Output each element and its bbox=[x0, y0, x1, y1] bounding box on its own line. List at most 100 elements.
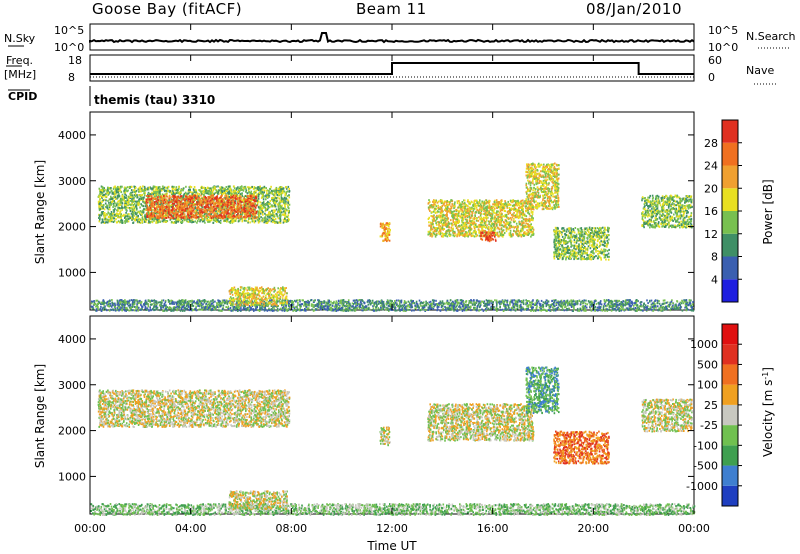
data-cell bbox=[516, 200, 518, 202]
data-cell bbox=[161, 217, 163, 219]
data-cell bbox=[499, 216, 501, 218]
data-cell bbox=[168, 202, 170, 204]
data-cell bbox=[271, 210, 273, 212]
data-cell bbox=[387, 238, 389, 240]
data-cell bbox=[168, 204, 170, 206]
data-cell bbox=[381, 235, 383, 237]
data-cell bbox=[137, 196, 139, 198]
data-cell bbox=[214, 212, 216, 214]
data-cell bbox=[274, 195, 276, 197]
data-cell bbox=[387, 229, 389, 231]
data-cell bbox=[271, 220, 273, 222]
data-cell bbox=[214, 197, 216, 199]
data-cell bbox=[148, 221, 150, 223]
data-cell bbox=[198, 208, 200, 210]
data-cell bbox=[249, 201, 251, 203]
data-cell bbox=[276, 201, 278, 203]
data-cell bbox=[288, 186, 290, 188]
data-cell bbox=[215, 189, 217, 191]
data-cell bbox=[264, 190, 266, 192]
data-cell bbox=[196, 203, 198, 205]
data-cell bbox=[487, 207, 489, 209]
data-cell bbox=[465, 218, 467, 220]
data-cell bbox=[207, 187, 209, 189]
data-cell bbox=[125, 212, 127, 214]
data-cell bbox=[112, 213, 114, 215]
data-cell bbox=[248, 204, 250, 206]
data-cell bbox=[187, 217, 189, 219]
data-cell bbox=[213, 219, 215, 221]
data-cell bbox=[182, 217, 184, 219]
data-cell bbox=[204, 192, 206, 194]
data-cell bbox=[284, 218, 286, 220]
data-cell bbox=[271, 197, 273, 199]
data-cell bbox=[206, 219, 208, 221]
data-cell bbox=[201, 202, 203, 204]
data-cell bbox=[202, 187, 204, 189]
data-cell bbox=[287, 206, 289, 208]
data-cell bbox=[233, 206, 235, 208]
data-cell bbox=[431, 225, 433, 227]
data-cell bbox=[265, 218, 267, 220]
data-cell bbox=[516, 223, 518, 225]
freq-tick-bottom: 8 bbox=[68, 71, 75, 84]
data-cell bbox=[519, 233, 521, 235]
data-cell bbox=[121, 209, 123, 211]
data-cell bbox=[247, 192, 249, 194]
data-cell bbox=[223, 190, 225, 192]
data-cell bbox=[146, 199, 148, 201]
data-cell bbox=[117, 186, 119, 188]
data-cell bbox=[280, 201, 282, 203]
freq-trace bbox=[90, 63, 694, 74]
data-cell bbox=[178, 188, 180, 190]
data-cell bbox=[277, 222, 279, 224]
data-cell bbox=[276, 197, 278, 199]
data-cell bbox=[179, 197, 181, 199]
data-cell bbox=[154, 192, 156, 194]
data-cell bbox=[127, 190, 129, 192]
data-cell bbox=[133, 186, 135, 188]
data-cell bbox=[474, 217, 476, 219]
data-cell bbox=[285, 193, 287, 195]
data-cell bbox=[488, 212, 490, 214]
data-cell bbox=[215, 197, 217, 199]
data-cell bbox=[166, 201, 168, 203]
data-cell bbox=[130, 196, 132, 198]
data-cell bbox=[102, 187, 104, 189]
data-cell bbox=[144, 216, 146, 218]
data-cell bbox=[237, 200, 239, 202]
data-cell bbox=[130, 217, 132, 219]
data-cell bbox=[189, 189, 191, 191]
data-cell bbox=[122, 199, 124, 201]
data-cell bbox=[219, 201, 221, 203]
data-cell bbox=[271, 215, 273, 217]
data-cell bbox=[180, 214, 182, 216]
data-cell bbox=[470, 224, 472, 226]
data-cell bbox=[274, 211, 276, 213]
data-cell bbox=[272, 217, 274, 219]
data-cell bbox=[237, 213, 239, 215]
data-cell bbox=[189, 210, 191, 212]
data-cell bbox=[181, 205, 183, 207]
data-cell bbox=[171, 221, 173, 223]
data-cell bbox=[254, 200, 256, 202]
data-cell bbox=[265, 187, 267, 189]
data-cell bbox=[437, 207, 439, 209]
data-cell bbox=[176, 186, 178, 188]
nave-tick-bottom: 0 bbox=[708, 71, 715, 84]
data-cell bbox=[191, 220, 193, 222]
data-cell bbox=[106, 196, 108, 198]
data-cell bbox=[280, 210, 282, 212]
data-cell bbox=[218, 203, 220, 205]
data-cell bbox=[458, 213, 460, 215]
data-cell bbox=[173, 186, 175, 188]
data-cell bbox=[247, 206, 249, 208]
data-cell bbox=[148, 193, 150, 195]
data-cell bbox=[207, 202, 209, 204]
data-cell bbox=[279, 218, 281, 220]
data-cell bbox=[278, 206, 280, 208]
data-cell bbox=[475, 235, 477, 237]
data-cell bbox=[275, 218, 277, 220]
data-cell bbox=[193, 190, 195, 192]
freq-unit: [MHz] bbox=[4, 68, 36, 81]
